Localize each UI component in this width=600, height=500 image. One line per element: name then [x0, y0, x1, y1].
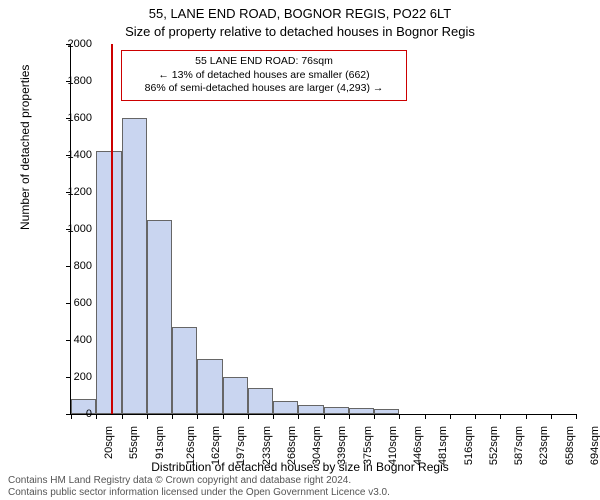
histogram-bar [273, 401, 298, 414]
ytick-label: 1600 [68, 112, 92, 124]
xtick-mark [399, 414, 400, 419]
xtick-mark [248, 414, 249, 419]
ytick-mark [66, 377, 71, 378]
xtick-mark [172, 414, 173, 419]
annotation-line3: 86% of semi-detached houses are larger (… [130, 82, 398, 96]
histogram-bar [223, 377, 248, 414]
xtick-label: 197sqm [235, 426, 247, 465]
xtick-label: 233sqm [261, 426, 273, 465]
xtick-mark [71, 414, 72, 419]
xtick-label: 552sqm [488, 426, 500, 465]
xtick-mark [298, 414, 299, 419]
xtick-label: 55sqm [128, 426, 140, 459]
ytick-label: 400 [74, 334, 92, 346]
ytick-label: 1800 [68, 75, 92, 87]
histogram-bar [248, 388, 273, 414]
ytick-label: 1200 [68, 186, 92, 198]
x-axis-label: Distribution of detached houses by size … [0, 460, 600, 474]
histogram-bar [147, 220, 172, 414]
xtick-mark [450, 414, 451, 419]
xtick-label: 20sqm [103, 426, 115, 459]
xtick-label: 410sqm [387, 426, 399, 465]
reference-annotation: 55 LANE END ROAD: 76sqm ← 13% of detache… [121, 50, 407, 101]
ytick-label: 0 [86, 408, 92, 420]
ytick-label: 1000 [68, 223, 92, 235]
xtick-mark [349, 414, 350, 419]
xtick-mark [475, 414, 476, 419]
ytick-mark [66, 340, 71, 341]
xtick-mark [122, 414, 123, 419]
xtick-label: 162sqm [210, 426, 222, 465]
annotation-line1: 55 LANE END ROAD: 76sqm [130, 55, 398, 69]
title-line2: Size of property relative to detached ho… [0, 24, 600, 39]
xtick-mark [147, 414, 148, 419]
ytick-label: 1400 [68, 149, 92, 161]
xtick-mark [374, 414, 375, 419]
histogram-bar [298, 405, 323, 414]
xtick-label: 126sqm [185, 426, 197, 465]
xtick-label: 694sqm [589, 426, 600, 465]
xtick-mark [551, 414, 552, 419]
xtick-label: 304sqm [311, 426, 323, 465]
xtick-mark [324, 414, 325, 419]
xtick-label: 481sqm [437, 426, 449, 465]
histogram-bar [374, 409, 399, 414]
histogram-bar [71, 399, 96, 414]
histogram-bar [172, 327, 197, 414]
xtick-mark [576, 414, 577, 419]
xtick-label: 375sqm [362, 426, 374, 465]
histogram-bar [349, 408, 374, 414]
y-axis-label: Number of detached properties [18, 65, 32, 230]
xtick-mark [223, 414, 224, 419]
xtick-label: 623sqm [538, 426, 550, 465]
xtick-label: 91sqm [154, 426, 166, 459]
ytick-label: 200 [74, 371, 92, 383]
footer-line2: Contains public sector information licen… [8, 487, 390, 499]
ytick-mark [66, 303, 71, 304]
ytick-label: 2000 [68, 38, 92, 50]
xtick-label: 268sqm [286, 426, 298, 465]
ytick-label: 800 [74, 260, 92, 272]
xtick-mark [197, 414, 198, 419]
plot-area: 55 LANE END ROAD: 76sqm ← 13% of detache… [70, 44, 576, 415]
histogram-bar [96, 151, 121, 414]
xtick-mark [425, 414, 426, 419]
ytick-mark [66, 266, 71, 267]
xtick-mark [96, 414, 97, 419]
xtick-label: 658sqm [564, 426, 576, 465]
footer: Contains HM Land Registry data © Crown c… [8, 475, 390, 498]
annotation-line2: ← 13% of detached houses are smaller (66… [130, 69, 398, 83]
xtick-mark [500, 414, 501, 419]
histogram-bar [122, 118, 147, 414]
xtick-mark [273, 414, 274, 419]
chart-container: 55, LANE END ROAD, BOGNOR REGIS, PO22 6L… [0, 0, 600, 500]
xtick-label: 446sqm [412, 426, 424, 465]
title-line1: 55, LANE END ROAD, BOGNOR REGIS, PO22 6L… [0, 6, 600, 21]
footer-line1: Contains HM Land Registry data © Crown c… [8, 475, 390, 487]
histogram-bar [324, 407, 349, 414]
xtick-mark [526, 414, 527, 419]
reference-line [111, 44, 113, 414]
xtick-label: 339sqm [336, 426, 348, 465]
histogram-bar [197, 359, 222, 415]
xtick-label: 516sqm [463, 426, 475, 465]
ytick-label: 600 [74, 297, 92, 309]
xtick-label: 587sqm [513, 426, 525, 465]
